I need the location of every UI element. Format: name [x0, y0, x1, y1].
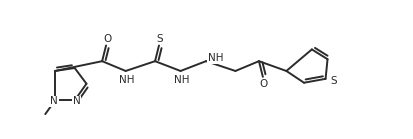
Text: O: O [103, 34, 111, 44]
Text: NH: NH [119, 75, 134, 85]
Text: N: N [73, 96, 81, 106]
Text: S: S [329, 76, 336, 86]
Text: N: N [50, 96, 58, 106]
Text: S: S [156, 34, 163, 44]
Text: NH: NH [173, 75, 189, 85]
Text: NH: NH [208, 53, 223, 63]
Text: O: O [259, 79, 267, 89]
